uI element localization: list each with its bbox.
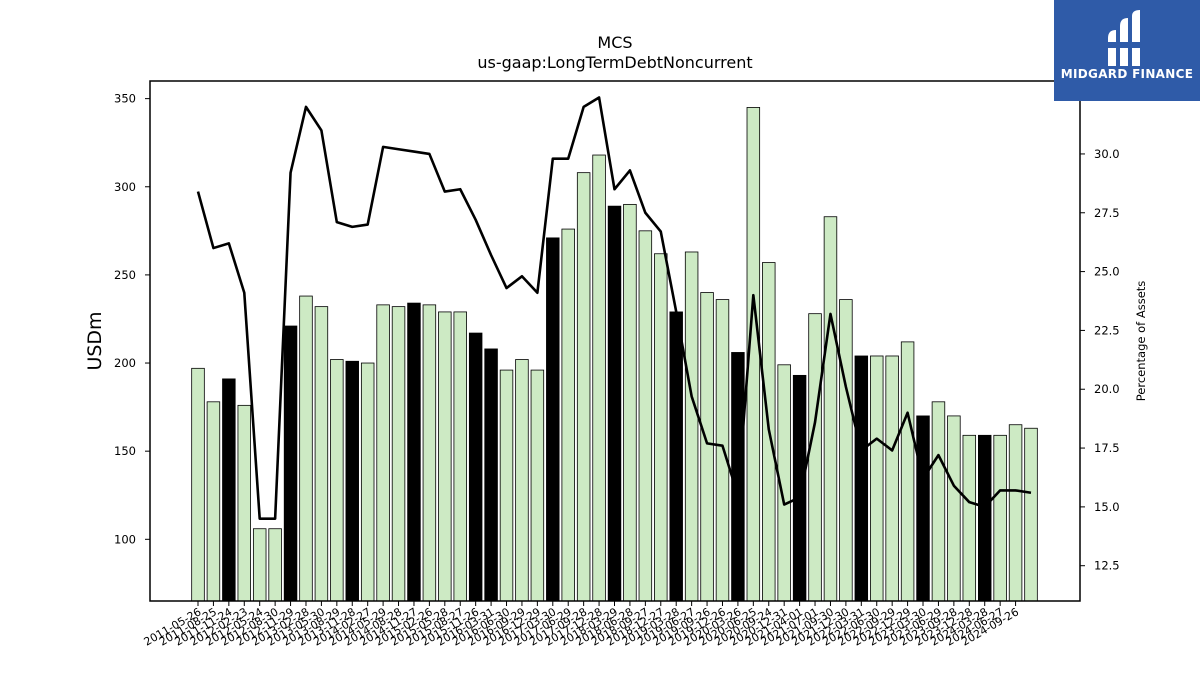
bar bbox=[468, 332, 483, 602]
bar bbox=[314, 306, 329, 602]
chart-title: MCS bbox=[597, 33, 632, 52]
bar bbox=[839, 299, 853, 602]
y2-tick-label: 25.0 bbox=[1094, 265, 1120, 279]
y2-axis-ticks: 12.515.017.520.022.525.027.530.032.5 bbox=[1080, 88, 1120, 573]
bar bbox=[947, 415, 961, 602]
bar bbox=[407, 302, 421, 602]
y2-tick-label: 22.5 bbox=[1094, 323, 1120, 337]
bar bbox=[715, 299, 730, 602]
y-tick-label: 300 bbox=[114, 180, 136, 194]
bar bbox=[854, 355, 869, 602]
bar bbox=[438, 311, 452, 602]
bar bbox=[299, 295, 313, 602]
bar bbox=[684, 251, 699, 602]
bar bbox=[808, 313, 822, 602]
y-tick-label: 150 bbox=[114, 444, 136, 458]
y2-tick-label: 30.0 bbox=[1094, 147, 1120, 161]
bar bbox=[592, 154, 606, 602]
bar bbox=[823, 216, 838, 602]
bar bbox=[669, 311, 683, 602]
bar bbox=[237, 404, 251, 602]
bar bbox=[1024, 427, 1038, 602]
y2-tick-label: 27.5 bbox=[1094, 206, 1120, 220]
bar bbox=[360, 362, 375, 602]
line-layer bbox=[196, 96, 1032, 520]
brand-logo: MIDGARD FINANCE bbox=[1054, 0, 1200, 101]
chart-subtitle: us-gaap:LongTermDebtNoncurrent bbox=[477, 53, 752, 72]
bar bbox=[700, 292, 714, 602]
x-axis-ticks: 2011-05-262011-08-252011-11-242012-02-23… bbox=[142, 601, 1021, 649]
bar bbox=[252, 528, 267, 602]
bar bbox=[576, 172, 591, 602]
bar bbox=[638, 230, 653, 602]
bar bbox=[191, 367, 205, 602]
y-tick-label: 200 bbox=[114, 356, 136, 370]
y-tick-label: 250 bbox=[114, 268, 136, 282]
y-axis-ticks: 100 150 200 250 300 350 bbox=[114, 92, 150, 546]
bar bbox=[330, 359, 344, 602]
bar bbox=[222, 378, 236, 602]
bar bbox=[546, 237, 560, 602]
bar bbox=[422, 304, 437, 602]
bar bbox=[561, 228, 575, 602]
y2-tick-label: 15.0 bbox=[1094, 500, 1120, 514]
bar bbox=[453, 311, 467, 602]
y2-tick-label: 12.5 bbox=[1094, 559, 1120, 573]
bar bbox=[900, 341, 915, 602]
bar bbox=[792, 374, 807, 602]
bar bbox=[931, 401, 946, 602]
bar bbox=[993, 434, 1007, 602]
bar bbox=[916, 415, 930, 602]
bar bbox=[268, 528, 282, 602]
percentage-line bbox=[196, 96, 1032, 520]
bar bbox=[391, 306, 406, 602]
y-tick-label: 350 bbox=[114, 92, 136, 106]
bar bbox=[530, 369, 545, 602]
bar bbox=[962, 434, 977, 602]
bar bbox=[484, 348, 498, 602]
bar bbox=[607, 205, 622, 602]
bar bbox=[870, 355, 884, 602]
y-axis-label: USDm bbox=[84, 311, 106, 370]
brand-name: MIDGARD FINANCE bbox=[1060, 67, 1194, 81]
y2-tick-label: 17.5 bbox=[1094, 441, 1120, 455]
bar bbox=[978, 434, 992, 602]
y2-tick-label: 20.0 bbox=[1094, 382, 1120, 396]
y-tick-label: 100 bbox=[114, 532, 136, 546]
bar bbox=[623, 203, 637, 602]
bar bbox=[283, 325, 298, 602]
midgard-logo-icon bbox=[1104, 10, 1150, 66]
bar bbox=[515, 359, 529, 602]
bar bbox=[885, 355, 899, 602]
bar bbox=[654, 253, 668, 602]
bar bbox=[499, 369, 514, 602]
bar bbox=[206, 401, 221, 602]
bar bbox=[345, 360, 359, 602]
bar bbox=[1008, 424, 1023, 602]
bar bbox=[376, 304, 390, 602]
y2-axis-label: Percentage of Assets bbox=[1134, 281, 1148, 402]
